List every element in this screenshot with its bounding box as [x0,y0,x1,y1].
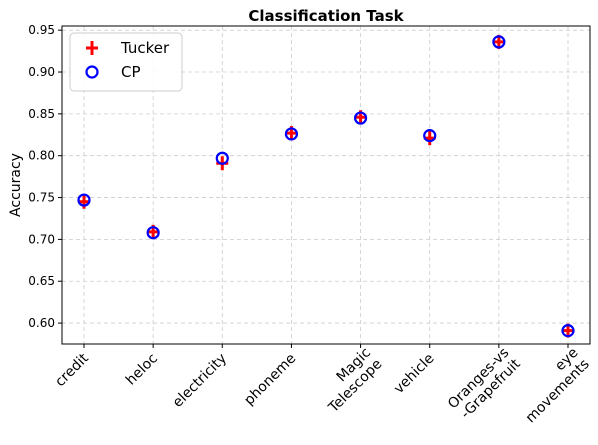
x-tick-label-line: phoneme [241,351,299,409]
legend: Tucker CP [69,32,183,92]
y-axis-ticks: 0.60 0.65 0.70 0.75 0.80 0.85 0.90 0.95 [28,23,62,330]
x-tick-label: phoneme [241,351,299,409]
y-tick-label: 0.60 [28,316,55,330]
cp-point [492,35,506,49]
y-axis-label: Accuracy [8,153,24,217]
chart-title: Classification Task [248,7,404,25]
legend-tucker-label: Tucker [120,39,170,57]
x-axis-ticks: credit heloc electricity phoneme MagicTelesc… [52,344,593,426]
cp-point [423,129,437,143]
cp-point [215,151,229,165]
x-tick-label-line: electricity [170,351,230,411]
x-tick-label-line: vehicle [391,351,438,398]
x-tick-label: credit [52,350,92,390]
legend-cp-marker [85,65,99,79]
x-tick-label: heloc [123,351,161,389]
x-tick-label: MagicTelescope [314,345,386,417]
x-tick-label-line: heloc [123,351,161,389]
plot-frame [61,25,591,345]
legend-tucker-marker [86,41,98,55]
cp-point [561,324,575,338]
y-tick-label: 0.65 [28,274,55,288]
y-tick-label: 0.70 [28,232,55,246]
x-tick-label: electricity [170,351,230,411]
y-tick-label: 0.90 [28,65,55,79]
cp-point [146,226,160,240]
cp-point [77,193,91,207]
x-tick-label-line: credit [52,350,92,390]
y-tick-label: 0.95 [28,23,55,37]
x-tick-label: vehicle [391,351,438,398]
legend-cp-label: CP [121,63,141,81]
cp-point [284,127,299,141]
cp-point [353,111,368,125]
y-tick-label: 0.75 [28,191,55,205]
y-tick-label: 0.80 [28,149,55,163]
x-tick-label: Oranges-vs-Grapefruit [445,344,524,423]
data-points [77,34,575,338]
x-tick-label: eyemovements [511,345,592,426]
y-tick-label: 0.85 [28,107,55,121]
